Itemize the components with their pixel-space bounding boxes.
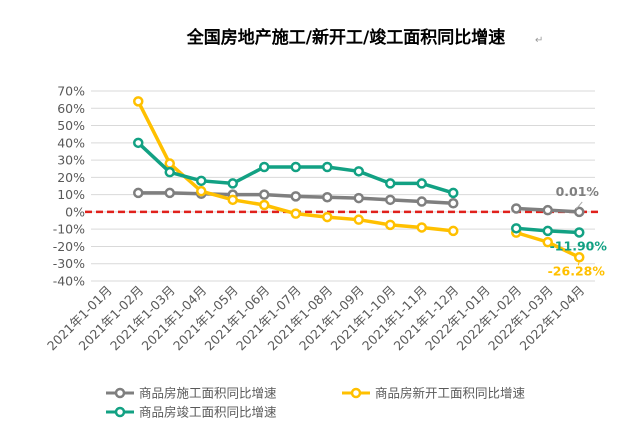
legend-marker xyxy=(114,387,126,399)
data-point xyxy=(196,185,207,197)
data-point xyxy=(133,137,144,149)
legend-marker xyxy=(350,387,362,399)
chart-title: 全国房地产施工/新开工/竣工面积同比增速 xyxy=(186,27,505,48)
title-return-mark: ↵ xyxy=(535,35,543,46)
y-tick-label: -10% xyxy=(53,222,85,237)
data-label-leader xyxy=(577,261,580,266)
legend-label: 商品房施工面积同比增速 xyxy=(139,386,277,401)
y-tick-label: 70% xyxy=(57,84,85,99)
data-point xyxy=(416,222,427,233)
data-point xyxy=(322,191,333,203)
data-point xyxy=(448,225,459,237)
data-label: -11.90% xyxy=(550,238,608,253)
y-tick-label: -20% xyxy=(53,239,85,254)
data-point xyxy=(574,252,585,263)
data-point xyxy=(511,203,522,214)
data-point xyxy=(164,187,175,199)
data-point xyxy=(353,214,364,225)
data-point xyxy=(322,161,333,173)
data-point xyxy=(542,225,553,237)
data-point xyxy=(259,189,270,200)
y-tick-label: -40% xyxy=(53,274,85,289)
data-point xyxy=(196,175,207,187)
data-point xyxy=(227,178,238,189)
data-point xyxy=(353,192,364,204)
data-point xyxy=(353,166,364,177)
data-point xyxy=(322,211,333,223)
y-tick-label: -30% xyxy=(53,256,85,271)
data-point xyxy=(448,198,459,209)
data-point xyxy=(574,227,585,238)
y-tick-label: 20% xyxy=(57,170,85,185)
y-tick-label: 0% xyxy=(65,204,85,219)
data-point xyxy=(385,219,396,231)
data-point xyxy=(259,161,270,173)
data-point xyxy=(227,194,238,206)
y-tick-label: 50% xyxy=(57,118,85,133)
data-point xyxy=(259,199,270,211)
data-point xyxy=(416,178,427,189)
data-label-leader xyxy=(575,201,583,210)
y-tick-label: 10% xyxy=(57,187,85,202)
y-tick-label: 30% xyxy=(57,153,85,168)
y-tick-label: 40% xyxy=(57,135,85,150)
data-point xyxy=(164,158,175,169)
data-point xyxy=(574,206,585,218)
data-point xyxy=(448,187,459,199)
data-point xyxy=(133,187,144,199)
data-point xyxy=(290,208,301,219)
data-point xyxy=(290,191,301,202)
data-point xyxy=(385,194,396,206)
data-point xyxy=(542,204,553,216)
data-label: -26.28% xyxy=(548,263,606,278)
y-tick-label: 60% xyxy=(57,101,85,116)
legend-label: 商品房新开工面积同比增速 xyxy=(375,386,526,401)
data-point xyxy=(385,178,396,189)
legend-label: 商品房竣工面积同比增速 xyxy=(139,405,277,420)
data-point xyxy=(542,236,553,248)
data-point xyxy=(164,166,175,178)
data-point xyxy=(416,196,427,207)
data-point xyxy=(290,161,301,173)
data-point xyxy=(511,223,522,234)
data-label: 0.01% xyxy=(556,184,600,199)
data-point xyxy=(133,96,144,107)
legend-marker xyxy=(114,406,126,418)
